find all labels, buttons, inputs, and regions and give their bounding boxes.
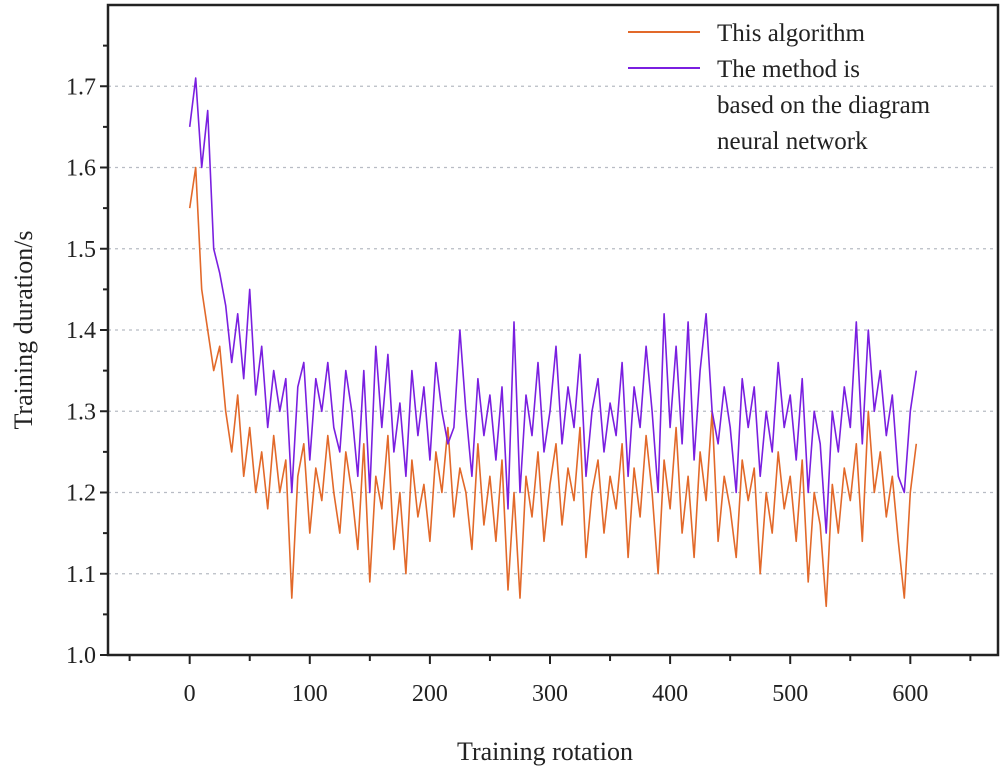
series-line-graph-neural-network-method bbox=[188, 77, 918, 534]
series-group bbox=[188, 77, 918, 608]
x-tick-label: 400 bbox=[652, 681, 688, 707]
x-axis-title: Training rotation bbox=[457, 737, 633, 766]
plot-frame bbox=[106, 3, 1000, 657]
y-tick-label: 1.7 bbox=[66, 74, 96, 100]
legend-label: based on the diagram bbox=[717, 92, 931, 119]
y-tick-label: 1.0 bbox=[66, 643, 96, 669]
y-axis-title: Training duration/s bbox=[9, 230, 38, 429]
y-tick-label: 1.4 bbox=[66, 318, 96, 344]
x-tick-label: 600 bbox=[892, 681, 928, 707]
x-tick-label: 0 bbox=[184, 681, 196, 707]
legend-label: The method is bbox=[717, 56, 860, 83]
axes bbox=[100, 3, 1000, 664]
legend-label: This algorithm bbox=[717, 20, 865, 47]
y-tick-label: 1.3 bbox=[66, 399, 96, 425]
series-line-this-algorithm bbox=[188, 166, 918, 608]
y-tick-label: 1.2 bbox=[66, 481, 96, 507]
x-tick-label: 300 bbox=[532, 681, 568, 707]
x-tick-label: 100 bbox=[292, 681, 328, 707]
legend-label: neural network bbox=[717, 128, 868, 155]
x-tick-label: 200 bbox=[412, 681, 448, 707]
legend: This algorithm The method is based on the … bbox=[628, 20, 931, 155]
x-tick-label: 500 bbox=[772, 681, 808, 707]
y-tick-label: 1.6 bbox=[66, 156, 96, 182]
tick-labels: 1.0 1.1 1.2 1.3 1.4 1.5 1.6 1.7 0 100 200 300 400 500… bbox=[66, 74, 928, 707]
y-tick-label: 1.5 bbox=[66, 237, 96, 263]
y-tick-label: 1.1 bbox=[66, 562, 96, 588]
